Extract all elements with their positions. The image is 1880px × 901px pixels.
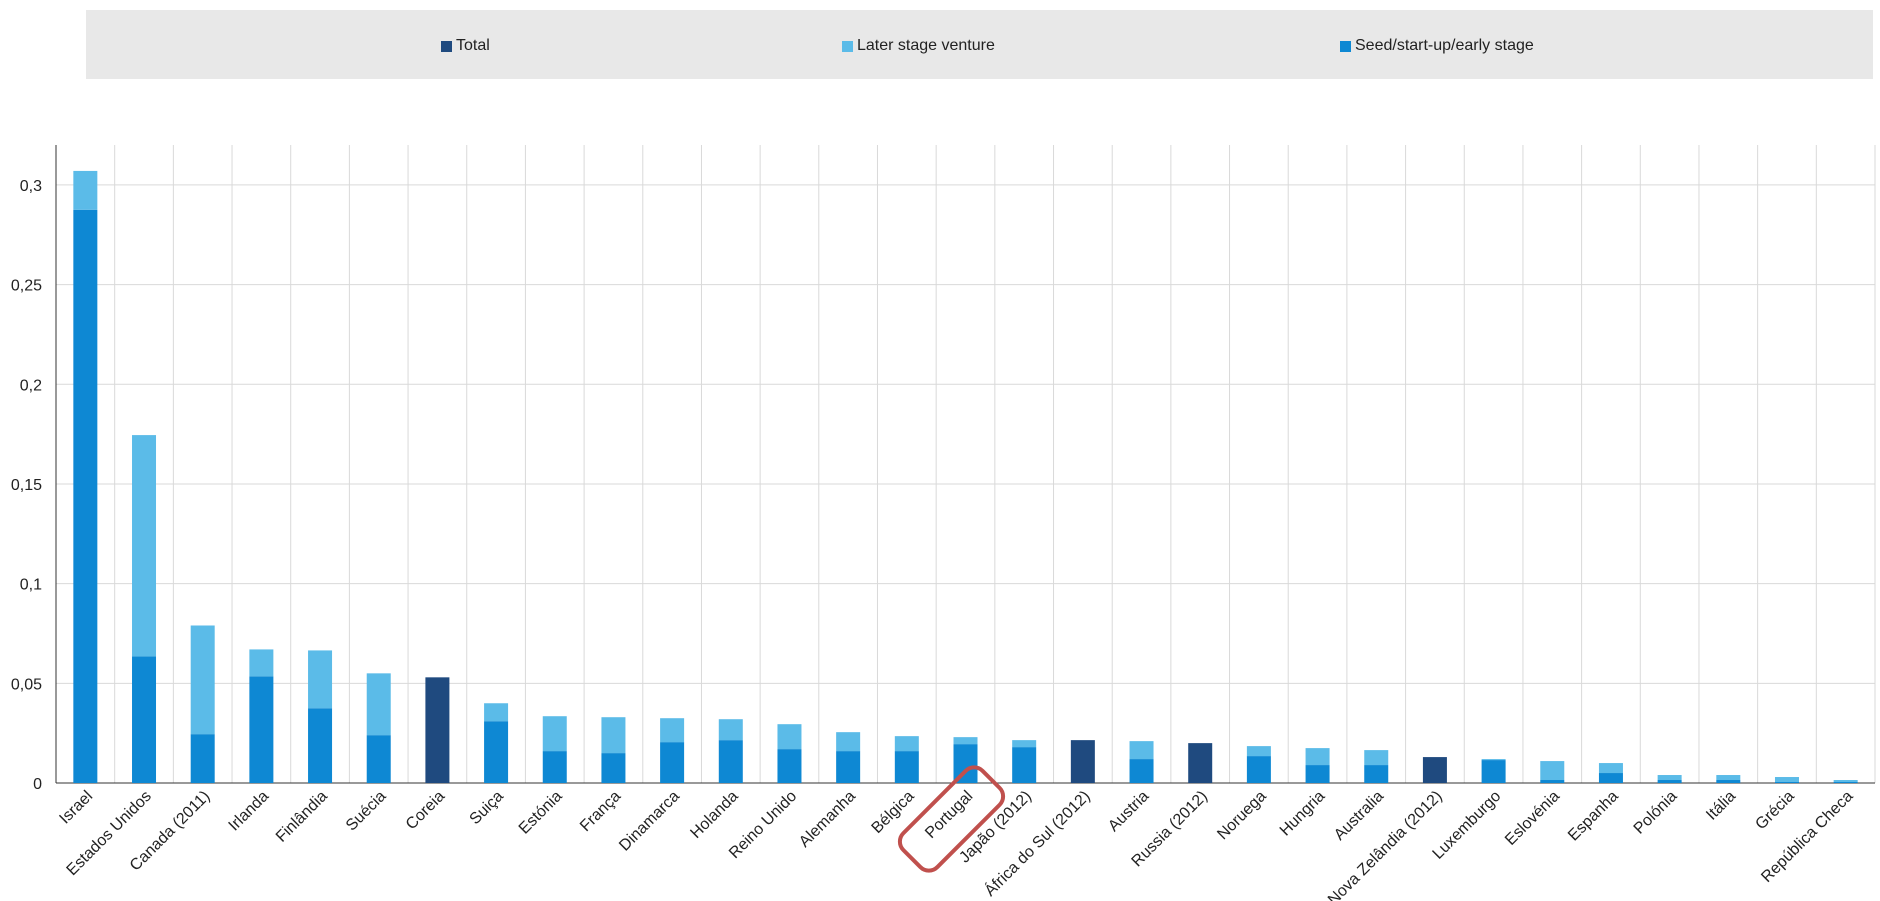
bar-seed xyxy=(1658,780,1682,783)
bar-later xyxy=(1599,763,1623,773)
bar-later xyxy=(1716,775,1740,780)
bar-later xyxy=(1658,775,1682,780)
bar-seed xyxy=(1306,765,1330,783)
x-tick-label: Hungria xyxy=(1277,788,1329,840)
bar-seed xyxy=(132,656,156,783)
bar-seed xyxy=(543,751,567,783)
bar-later xyxy=(836,732,860,751)
bar-later xyxy=(954,737,978,744)
y-tick-label: 0,2 xyxy=(20,377,42,394)
x-tick-label: Itália xyxy=(1703,788,1739,824)
x-tick-label: Noruega xyxy=(1214,788,1269,843)
bar-seed xyxy=(1012,747,1036,783)
x-tick-label: Bélgica xyxy=(869,788,918,837)
y-tick-label: 0,15 xyxy=(11,477,42,494)
bar-seed xyxy=(1599,773,1623,783)
bar-later xyxy=(895,736,919,751)
bar-total xyxy=(1423,757,1447,783)
x-tick-label: Suécia xyxy=(343,788,390,835)
bar-seed xyxy=(367,735,391,783)
bar-seed xyxy=(1364,765,1388,783)
bar-seed xyxy=(719,740,743,783)
x-tick-label: Dinamarca xyxy=(616,788,683,855)
bar-seed xyxy=(249,676,273,783)
bar-total xyxy=(1188,743,1212,783)
bar-later xyxy=(1306,748,1330,765)
bar-later xyxy=(1130,741,1154,759)
x-tick-label: Eslovénia xyxy=(1502,788,1563,849)
x-tick-label: Austria xyxy=(1105,788,1152,835)
bar-seed xyxy=(836,751,860,783)
x-tick-label: Coreia xyxy=(403,788,448,833)
bar-later xyxy=(132,435,156,656)
bar-seed xyxy=(601,753,625,783)
x-tick-label: Polónia xyxy=(1631,788,1681,838)
bar-seed xyxy=(1482,760,1506,783)
bar-seed xyxy=(1247,756,1271,783)
x-tick-label: Suiça xyxy=(467,788,507,828)
bar-later xyxy=(1012,740,1036,747)
bar-later xyxy=(777,724,801,749)
y-tick-label: 0,25 xyxy=(11,278,42,295)
bar-later xyxy=(1775,777,1799,782)
bar-later xyxy=(1364,750,1388,765)
bar-seed xyxy=(895,751,919,783)
bar-seed xyxy=(1716,780,1740,783)
bar-seed xyxy=(73,210,97,783)
bar-later xyxy=(191,625,215,734)
bar-seed xyxy=(1834,782,1858,783)
x-tick-label: Nova Zelândia (2012) xyxy=(1325,788,1446,901)
x-tick-label: África do Sul (2012) xyxy=(980,786,1093,899)
y-tick-label: 0,3 xyxy=(20,178,42,195)
bar-later xyxy=(73,171,97,210)
x-tick-label: Grécia xyxy=(1752,788,1797,833)
bar-total xyxy=(425,677,449,783)
y-tick-label: 0,1 xyxy=(20,577,42,594)
bar-seed xyxy=(1775,782,1799,783)
bar-seed xyxy=(191,734,215,783)
bar-seed xyxy=(777,749,801,783)
bar-seed xyxy=(1130,759,1154,783)
x-tick-label: Holanda xyxy=(687,788,741,842)
bar-later xyxy=(543,716,567,751)
bar-seed xyxy=(660,742,684,783)
bar-later xyxy=(1247,746,1271,756)
bar-later xyxy=(367,673,391,735)
bar-later xyxy=(719,719,743,740)
x-tick-label: Alemanha xyxy=(796,788,859,851)
bar-later xyxy=(249,649,273,676)
bar-total xyxy=(1071,740,1095,783)
x-tick-label: Espanha xyxy=(1565,788,1622,845)
x-tick-label: Irlanda xyxy=(226,788,273,835)
bar-later xyxy=(601,717,625,753)
x-tick-label: França xyxy=(577,788,624,835)
x-tick-label: Estónia xyxy=(516,788,566,838)
bar-seed xyxy=(308,708,332,783)
x-tick-label: Finlândia xyxy=(273,788,331,846)
bar-later xyxy=(1540,761,1564,780)
bar-later xyxy=(484,703,508,721)
x-tick-label: Israel xyxy=(56,788,96,828)
bar-seed xyxy=(1540,780,1564,783)
x-tick-label: Australia xyxy=(1331,788,1387,844)
y-tick-label: 0 xyxy=(33,776,42,793)
bar-later xyxy=(1482,759,1506,760)
y-tick-label: 0,05 xyxy=(11,676,42,693)
bar-later xyxy=(308,650,332,708)
bar-later xyxy=(660,718,684,742)
bar-later xyxy=(1834,780,1858,782)
bar-seed xyxy=(484,721,508,783)
